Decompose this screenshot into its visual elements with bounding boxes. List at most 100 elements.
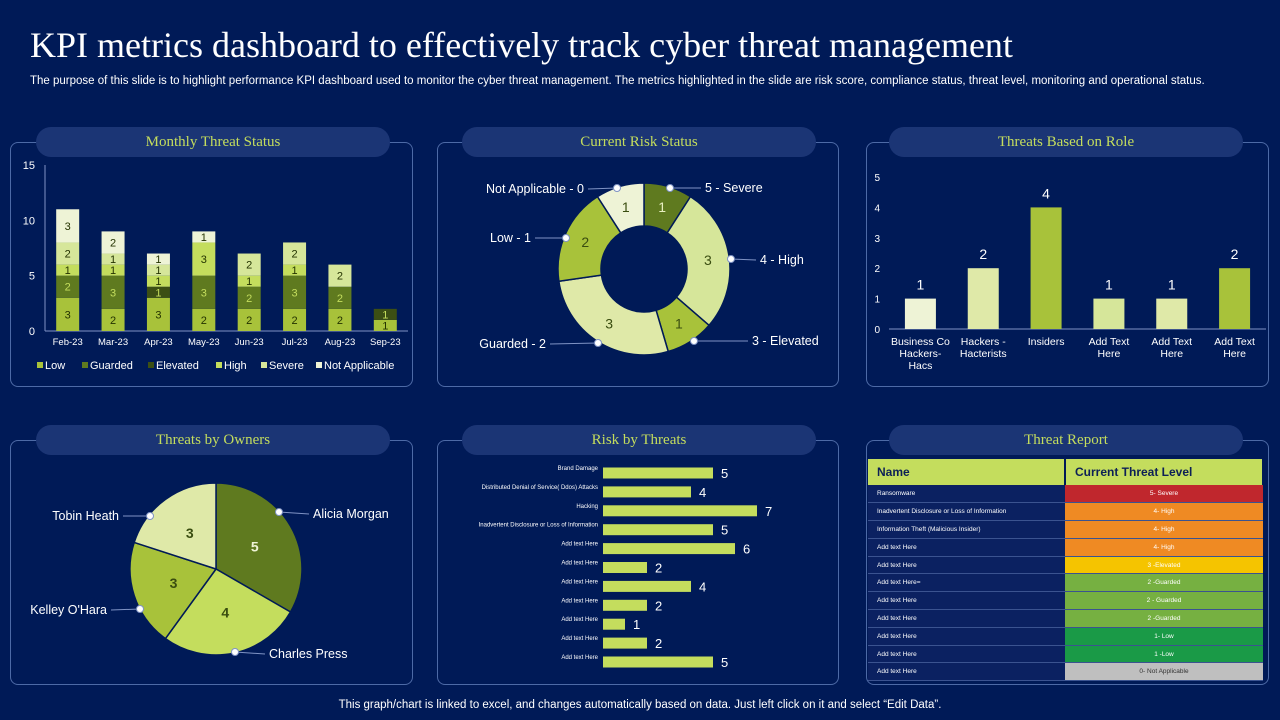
risk-leader-line xyxy=(549,342,599,345)
report-threat-level: 1 -Low xyxy=(1065,645,1263,664)
monthly-data-label: 1 xyxy=(382,309,388,321)
monthly-bar-segment xyxy=(56,242,80,265)
owners-leader-dot xyxy=(146,512,154,520)
monthly-bar-segment xyxy=(237,286,261,309)
monthly-legend-swatch xyxy=(148,362,154,368)
role-y-tick: 5 xyxy=(874,173,880,184)
report-row: Add text Here 4- High xyxy=(868,538,1263,557)
page-title: KPI metrics dashboard to effectively tra… xyxy=(30,25,1013,65)
monthly-data-label: 2 xyxy=(246,315,252,327)
owners-slice-value: 3 xyxy=(186,525,194,541)
role-y-tick: 2 xyxy=(874,264,880,275)
risk-threat-category: Distributed Denial of Service( Ddos) Att… xyxy=(482,485,598,491)
page-subtitle: The purpose of this slide is to highligh… xyxy=(30,75,1205,87)
report-threat-level: 0- Not Applicable xyxy=(1065,662,1263,682)
monthly-legend-swatch xyxy=(216,362,222,368)
monthly-data-label: 1 xyxy=(382,320,388,332)
risk-threat-category: Inadvertent Disclosure or Loss of Inform… xyxy=(479,523,598,529)
risk-threat-value: 4 xyxy=(699,485,706,500)
report-row: Add text Here= 2 -Guarded xyxy=(868,573,1263,593)
owners-slice-label: Alicia Morgan xyxy=(313,507,389,521)
report-threat-name: Information Theft (Malicious Insider) xyxy=(868,520,1065,539)
role-x-tick: Business Co Hackers-Hacs xyxy=(891,336,950,372)
monthly-data-label: 1 xyxy=(155,276,161,288)
monthly-bar-segment xyxy=(237,308,261,331)
monthly-bar-segment xyxy=(283,242,307,265)
role-data-label: 1 xyxy=(917,277,925,293)
report-threat-level: 1- Low xyxy=(1065,627,1263,646)
monthly-data-label: 3 xyxy=(65,221,71,233)
monthly-data-label: 2 xyxy=(110,237,116,249)
monthly-legend-swatch xyxy=(82,362,88,368)
report-row: Add text Here 2 -Guarded xyxy=(868,609,1263,628)
monthly-y-tick: 5 xyxy=(29,271,35,283)
monthly-data-label: 2 xyxy=(337,293,343,305)
monthly-x-tick: May-23 xyxy=(188,337,220,348)
role-x-tick: Add Text Here xyxy=(1089,336,1130,360)
report-threat-name: Add text Here xyxy=(868,662,1065,682)
monthly-data-label: 2 xyxy=(292,315,298,327)
monthly-data-label: 1 xyxy=(65,265,71,277)
role-y-tick: 1 xyxy=(874,295,880,306)
monthly-data-label: 1 xyxy=(110,265,116,277)
monthly-data-label: 3 xyxy=(155,309,161,321)
risk-leader-dot xyxy=(594,339,602,347)
owners-leader-line xyxy=(110,608,141,611)
monthly-bar-segment xyxy=(146,297,170,331)
monthly-data-label: 1 xyxy=(246,276,252,288)
risk-donut-slice xyxy=(558,274,670,356)
monthly-bar-segment xyxy=(101,253,125,265)
monthly-bar-segment xyxy=(101,264,125,276)
monthly-bar-segment xyxy=(328,286,352,309)
report-threat-level: 2 -Guarded xyxy=(1065,609,1263,628)
risk-threat-value: 5 xyxy=(721,655,728,670)
role-y-tick: 3 xyxy=(874,234,880,245)
risk-threat-bar xyxy=(603,618,625,630)
monthly-data-label: 3 xyxy=(292,287,298,299)
monthly-data-label: 2 xyxy=(65,249,71,261)
risk-threat-category: Add text Here xyxy=(561,636,598,642)
monthly-bar-segment xyxy=(283,264,307,276)
monthly-bar-segment xyxy=(283,308,307,331)
report-threat-level: 3 -Elevated xyxy=(1065,556,1263,575)
monthly-y-tick: 15 xyxy=(23,160,35,172)
monthly-legend-swatch xyxy=(261,362,267,368)
risk-slice-value: 1 xyxy=(658,199,666,215)
role-x-tick: Insiders xyxy=(1028,336,1065,348)
risk-leader-dot xyxy=(727,255,735,263)
monthly-x-tick: Feb-23 xyxy=(53,337,83,348)
monthly-bar-segment xyxy=(56,264,80,276)
monthly-legend-label: Low xyxy=(45,360,65,372)
monthly-x-tick: Jul-23 xyxy=(282,337,308,348)
risk-slice-label: 4 - High xyxy=(760,253,804,267)
risk-threat-category: Add text Here xyxy=(561,579,598,585)
risk-slice-label: 5 - Severe xyxy=(705,181,763,195)
monthly-threat-title: Monthly Threat Status xyxy=(36,127,390,157)
monthly-legend-label: Guarded xyxy=(90,360,133,372)
monthly-data-label: 2 xyxy=(201,315,207,327)
report-threat-level: 4- High xyxy=(1065,520,1263,539)
risk-threat-category: Hacking xyxy=(576,504,598,510)
risk-threat-value: 2 xyxy=(655,598,662,613)
risk-threat-bar xyxy=(603,656,713,668)
risk-donut-slice xyxy=(596,182,645,234)
monthly-data-label: 1 xyxy=(201,232,207,244)
role-bar xyxy=(1030,207,1062,329)
role-x-tick: Add Text Here xyxy=(1214,336,1255,360)
role-bar xyxy=(967,268,999,329)
risk-threat-bar xyxy=(603,543,735,555)
monthly-data-label: 2 xyxy=(292,249,298,261)
monthly-data-label: 3 xyxy=(65,309,71,321)
monthly-bar-segment xyxy=(101,308,125,331)
risk-threat-bar xyxy=(603,580,691,592)
current-risk-title: Current Risk Status xyxy=(462,127,816,157)
threat-report-title: Threat Report xyxy=(889,425,1243,455)
monthly-bar-segment xyxy=(56,297,80,331)
role-bar xyxy=(904,298,936,329)
report-row: Add text Here 1 -Low xyxy=(868,645,1263,664)
risk-leader-dot xyxy=(613,184,621,192)
role-y-tick: 4 xyxy=(874,203,880,214)
owners-pie-slice xyxy=(133,482,217,571)
risk-threat-bar xyxy=(603,505,757,517)
